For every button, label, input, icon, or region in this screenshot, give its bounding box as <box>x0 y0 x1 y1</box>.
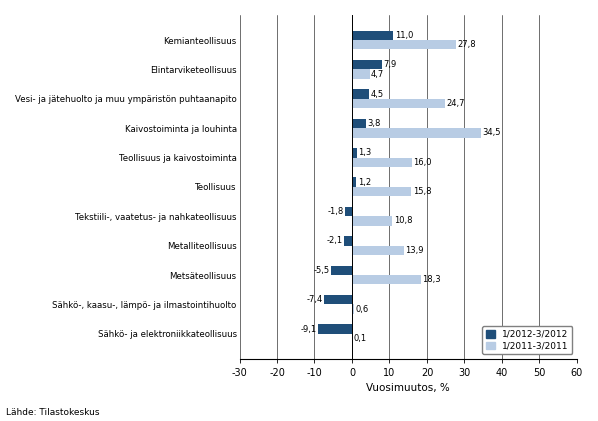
Bar <box>352 40 456 49</box>
Text: -7,4: -7,4 <box>307 295 323 304</box>
Text: 27,8: 27,8 <box>457 40 476 49</box>
Bar <box>352 304 354 314</box>
Text: -2,1: -2,1 <box>327 237 343 245</box>
Text: 24,7: 24,7 <box>446 99 465 108</box>
Text: 0,6: 0,6 <box>356 304 369 314</box>
Bar <box>352 157 412 167</box>
Bar <box>352 69 370 79</box>
Bar <box>344 236 352 245</box>
Text: 18,3: 18,3 <box>422 275 441 284</box>
Text: 0,1: 0,1 <box>354 334 367 343</box>
Bar <box>352 60 382 69</box>
Bar <box>352 119 366 128</box>
Bar <box>352 99 444 108</box>
Bar <box>324 295 352 304</box>
Text: 15,8: 15,8 <box>413 187 431 196</box>
Text: 11,0: 11,0 <box>395 31 413 40</box>
Text: 4,7: 4,7 <box>371 69 385 79</box>
Bar <box>318 324 352 334</box>
Bar <box>331 266 352 275</box>
Text: Lähde: Tilastokeskus: Lähde: Tilastokeskus <box>6 408 99 417</box>
Bar <box>352 148 357 157</box>
Bar <box>352 187 411 196</box>
Text: 1,2: 1,2 <box>358 178 371 187</box>
Text: 34,5: 34,5 <box>483 128 501 137</box>
Text: 13,9: 13,9 <box>405 246 424 255</box>
Bar <box>352 128 481 138</box>
Bar <box>352 216 392 226</box>
Bar <box>345 207 352 216</box>
Legend: 1/2012-3/2012, 1/2011-3/2011: 1/2012-3/2012, 1/2011-3/2011 <box>483 326 572 354</box>
Text: 10,8: 10,8 <box>394 216 413 226</box>
Text: 4,5: 4,5 <box>370 90 383 99</box>
Text: 16,0: 16,0 <box>413 158 432 167</box>
X-axis label: Vuosimuutos, %: Vuosimuutos, % <box>367 384 450 393</box>
Text: -5,5: -5,5 <box>314 266 330 275</box>
Text: 1,3: 1,3 <box>358 148 371 157</box>
Bar <box>352 178 356 187</box>
Bar <box>352 245 404 255</box>
Bar <box>352 89 369 99</box>
Text: -9,1: -9,1 <box>300 325 316 333</box>
Bar <box>352 275 420 285</box>
Text: 7,9: 7,9 <box>383 60 396 69</box>
Text: 3,8: 3,8 <box>368 119 381 128</box>
Text: -1,8: -1,8 <box>328 207 344 216</box>
Bar <box>352 31 393 40</box>
